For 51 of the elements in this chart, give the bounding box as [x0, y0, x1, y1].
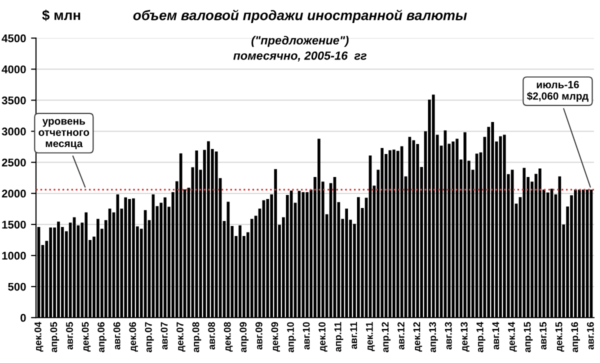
x-tick-label: авг.16: [586, 322, 594, 350]
x-tick-label: апр.12: [382, 322, 391, 352]
chart-subtitle: ("предложение") помесячно, 2005-16 гг: [233, 36, 366, 62]
x-tick-label: авг.10: [302, 322, 310, 350]
y-tick-label: 2000: [2, 190, 26, 198]
y-tick-label: 4500: [2, 34, 26, 42]
x-tick-label: апр.05: [50, 322, 60, 352]
x-tick-label: апр.13: [429, 322, 438, 352]
annotation: июль-16 $2,060 млрд: [526, 80, 588, 102]
x-tick-label: авг.11: [350, 322, 358, 349]
x-tick-label: авг.15: [540, 322, 546, 350]
x-tick-label: дек.05: [82, 322, 91, 352]
y-tick-label: 1000: [2, 252, 26, 260]
x-tick-label: дек.12: [413, 322, 422, 352]
x-tick-label: дек.15: [555, 322, 564, 352]
x-tick-label: апр.15: [524, 322, 533, 352]
annotation: уровень отчетного месяца: [38, 119, 90, 150]
y-tick-label: 4000: [2, 65, 26, 74]
x-tick-label: авг.08: [208, 322, 216, 350]
y-tick-label: 3000: [2, 128, 26, 136]
x-tick-label: дек.10: [318, 322, 328, 352]
x-tick-label: авг.05: [66, 322, 73, 350]
x-tick-label: авг.06: [113, 322, 120, 350]
x-tick-label: апр.11: [334, 322, 344, 352]
y-tick-label: 500: [8, 282, 26, 291]
y-tick-label: 3500: [2, 96, 26, 104]
x-tick-label: дек.09: [271, 322, 280, 352]
x-tick-label: авг.07: [160, 322, 168, 350]
x-tick-label: авг.09: [255, 322, 262, 350]
y-tick-label: 0: [20, 314, 26, 322]
x-tick-label: апр.06: [98, 322, 106, 352]
x-tick-label: апр.07: [144, 322, 154, 352]
x-tick-label: дек.11: [366, 322, 375, 352]
y-tick-label: 2500: [2, 158, 26, 166]
x-tick-label: дек.06: [129, 322, 138, 352]
x-tick-label: дек.08: [224, 322, 233, 352]
x-tick-label: авг.12: [398, 322, 404, 350]
x-tick-label: авг.13: [444, 322, 452, 350]
y-axis-title: $ млн: [42, 10, 80, 21]
x-tick-label: дек.14: [508, 322, 517, 352]
x-tick-label: апр.08: [192, 322, 202, 352]
x-tick-label: апр.14: [476, 322, 486, 352]
chart-title: объем валовой продажи иностранной валюты: [133, 10, 467, 23]
x-tick-label: дек.07: [176, 322, 186, 352]
x-tick-label: апр.09: [240, 322, 248, 352]
x-tick-label: апр.10: [287, 322, 296, 352]
x-tick-label: дек.04: [34, 322, 44, 352]
y-tick-label: 1500: [2, 220, 26, 229]
x-tick-label: авг.14: [492, 322, 500, 350]
x-tick-label: дек.13: [460, 322, 470, 352]
x-tick-label: апр.16: [571, 322, 580, 352]
